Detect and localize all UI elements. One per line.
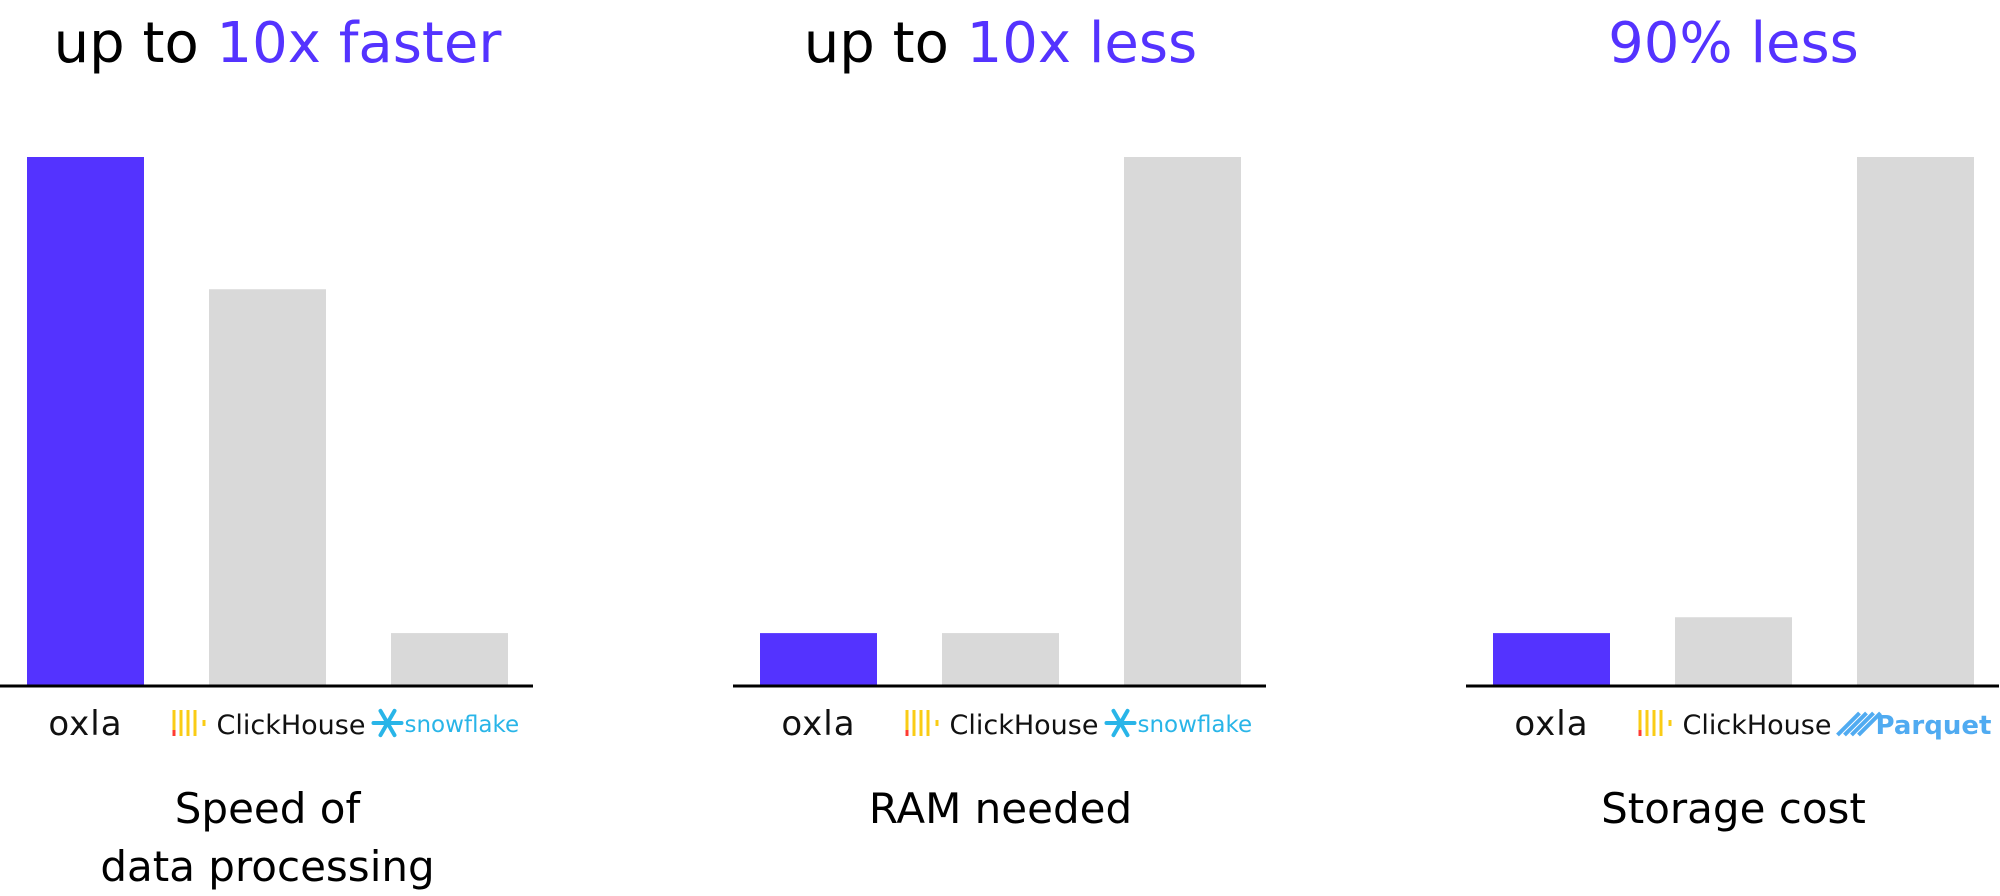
chart-1-title: up to 10x faster: [0, 4, 555, 84]
bar-oxla: [27, 157, 144, 686]
chart-speed: oxla ClickHouse snowflake: [0, 157, 533, 744]
bar-snowflake: [391, 633, 508, 686]
chart-storage: oxla ClickHouse Parquet: [1466, 157, 1999, 744]
chart-1-caption: Speed of data processing: [100, 784, 435, 891]
chart-2-caption: RAM needed: [868, 784, 1133, 833]
tick-label-snowflake: snowflake: [405, 712, 520, 738]
logo-oxla: oxla: [1514, 704, 1588, 744]
logo-snowflake: snowflake: [1104, 708, 1253, 738]
clickhouse-icon: [905, 710, 939, 736]
bar-snowflake: [1124, 157, 1241, 686]
bar-oxla: [1493, 633, 1610, 686]
chart-2-title-prefix: up to: [803, 11, 967, 76]
bar-oxla: [760, 633, 877, 686]
tick-label-snowflake: snowflake: [1138, 712, 1253, 738]
bar-clickhouse: [209, 289, 326, 686]
bar-clickhouse: [942, 633, 1059, 686]
chart-3-title: 90% less: [1466, 4, 2000, 84]
chart-ram: oxla ClickHouse snowflake: [733, 157, 1266, 744]
tick-label-oxla: oxla: [1514, 704, 1588, 744]
tick-label-oxla: oxla: [781, 704, 855, 744]
chart-2-title: up to 10x less: [733, 4, 1268, 84]
logo-snowflake: snowflake: [371, 708, 520, 738]
tick-label-clickhouse: ClickHouse: [217, 710, 366, 741]
snowflake-icon: [1104, 708, 1137, 738]
tick-label-oxla: oxla: [48, 704, 122, 744]
parquet-icon: [1836, 711, 1882, 737]
chart-1-title-highlight: 10x faster: [216, 11, 502, 76]
chart-1-title-prefix: up to: [53, 11, 217, 76]
logo-clickhouse: ClickHouse: [172, 710, 366, 741]
tick-label-parquet: Parquet: [1876, 711, 1992, 741]
logo-clickhouse: ClickHouse: [905, 710, 1099, 741]
chart-3-title-highlight: 90% less: [1608, 11, 1859, 76]
logo-oxla: oxla: [48, 704, 122, 744]
tick-label-clickhouse: ClickHouse: [950, 710, 1099, 741]
snowflake-icon: [371, 708, 404, 738]
logo-clickhouse: ClickHouse: [1638, 710, 1832, 741]
bar-parquet: [1857, 157, 1974, 686]
clickhouse-icon: [172, 710, 206, 736]
chart-2-title-highlight: 10x less: [966, 11, 1198, 76]
tick-label-clickhouse: ClickHouse: [1683, 710, 1832, 741]
clickhouse-icon: [1638, 710, 1672, 736]
logo-oxla: oxla: [781, 704, 855, 744]
logo-parquet: Parquet: [1836, 711, 1992, 741]
bar-clickhouse: [1675, 617, 1792, 686]
chart-3-caption: Storage cost: [1601, 784, 1866, 833]
